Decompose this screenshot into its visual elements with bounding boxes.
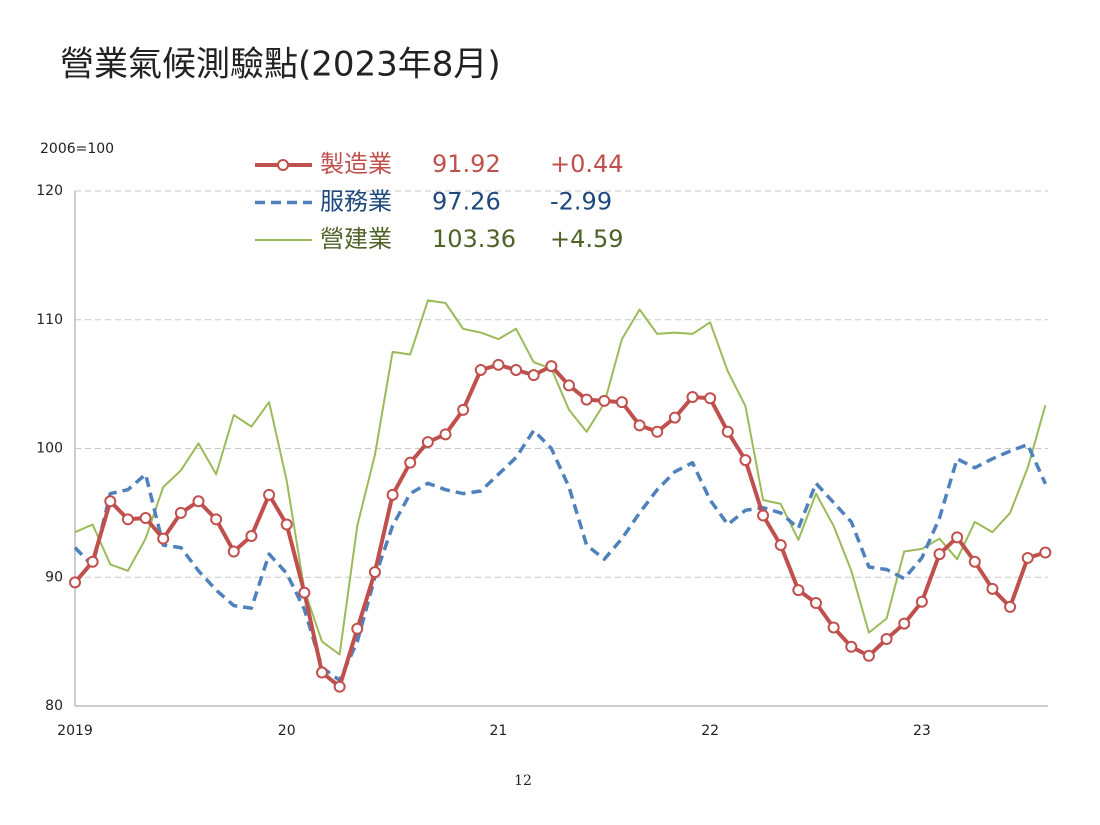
y-tick-label: 110	[36, 312, 63, 328]
y-tick-label: 100	[36, 441, 63, 457]
point	[69, 576, 81, 589]
point	[227, 545, 240, 558]
y-tick-label: 120	[36, 183, 63, 199]
x-tick-label: 21	[490, 723, 508, 739]
point	[686, 391, 699, 403]
point	[845, 640, 858, 653]
x-tick-label: 23	[913, 723, 931, 739]
point	[245, 530, 258, 543]
point	[651, 425, 664, 438]
legend-label: 服務業	[320, 188, 392, 216]
page-number: 12	[514, 773, 532, 789]
point	[439, 428, 452, 441]
point	[210, 513, 223, 526]
legend-label: 製造業	[320, 150, 392, 178]
point	[174, 506, 187, 519]
point	[739, 454, 752, 467]
point	[351, 622, 364, 635]
legend-latest: 91.92	[432, 150, 501, 178]
series-line	[74, 299, 1047, 656]
point	[1039, 546, 1052, 559]
point	[774, 539, 787, 552]
legend-latest: 103.36	[432, 225, 516, 253]
point	[668, 411, 681, 424]
point	[615, 396, 628, 409]
point	[121, 513, 134, 526]
y-tick-label: 90	[45, 569, 63, 585]
legend-latest: 97.26	[432, 188, 501, 216]
point	[104, 495, 117, 508]
point	[86, 555, 99, 568]
point	[492, 358, 505, 371]
x-tick-label: 2019	[57, 723, 93, 739]
point	[192, 495, 205, 508]
point	[139, 512, 152, 525]
point	[915, 595, 928, 608]
point	[157, 532, 170, 545]
x-tick-label: 20	[278, 723, 296, 739]
y-tick-label: 80	[45, 698, 63, 714]
legend-label: 營建業	[320, 225, 392, 253]
point	[580, 393, 593, 406]
chart-title: 營業氣候測驗點(2023年8月)	[60, 45, 501, 85]
point	[862, 649, 875, 662]
point	[986, 582, 999, 595]
point	[527, 369, 540, 382]
point	[809, 597, 822, 609]
point	[368, 566, 381, 579]
point	[633, 419, 646, 432]
legend-change: +0.44	[550, 150, 624, 178]
point	[333, 680, 346, 693]
legend-change: -2.99	[550, 188, 612, 216]
point	[510, 363, 523, 376]
point	[474, 363, 487, 376]
point	[404, 456, 417, 469]
point	[933, 548, 946, 561]
point	[721, 425, 734, 438]
point	[1021, 551, 1034, 564]
point	[562, 379, 575, 392]
point	[968, 555, 981, 568]
point	[386, 488, 399, 501]
point	[421, 436, 434, 449]
legend-change: +4.59	[550, 225, 624, 253]
point	[1004, 600, 1017, 613]
point	[827, 621, 840, 634]
legend-marker	[277, 159, 289, 171]
point	[792, 584, 805, 597]
y-axis-label: 2006=100	[40, 141, 114, 157]
point	[263, 488, 276, 501]
point	[704, 392, 717, 405]
point	[315, 666, 328, 679]
point	[545, 360, 558, 373]
point	[757, 509, 770, 522]
point	[457, 403, 470, 416]
point	[898, 617, 911, 630]
point	[598, 394, 611, 407]
point	[951, 531, 964, 544]
point	[280, 518, 293, 531]
series-line	[73, 428, 1047, 683]
series-line	[73, 362, 1046, 689]
x-tick-label: 22	[701, 723, 719, 739]
point	[298, 586, 311, 599]
point	[880, 633, 893, 646]
